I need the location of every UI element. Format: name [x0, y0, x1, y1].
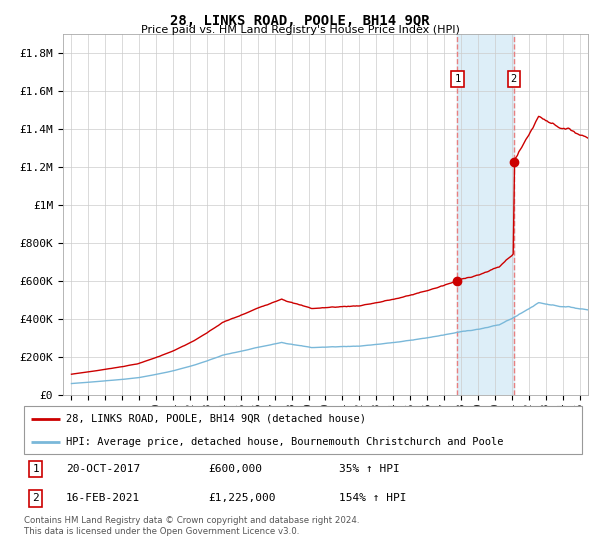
Text: 16-FEB-2021: 16-FEB-2021 — [66, 493, 140, 503]
Text: 1: 1 — [32, 464, 39, 474]
Text: 35% ↑ HPI: 35% ↑ HPI — [339, 464, 400, 474]
Text: 28, LINKS ROAD, POOLE, BH14 9QR (detached house): 28, LINKS ROAD, POOLE, BH14 9QR (detache… — [66, 414, 366, 424]
Text: £600,000: £600,000 — [208, 464, 262, 474]
Text: Price paid vs. HM Land Registry's House Price Index (HPI): Price paid vs. HM Land Registry's House … — [140, 25, 460, 35]
Text: 2: 2 — [511, 74, 517, 84]
Text: 1: 1 — [454, 74, 461, 84]
Text: HPI: Average price, detached house, Bournemouth Christchurch and Poole: HPI: Average price, detached house, Bour… — [66, 437, 503, 447]
Text: 28, LINKS ROAD, POOLE, BH14 9QR: 28, LINKS ROAD, POOLE, BH14 9QR — [170, 14, 430, 28]
Text: 20-OCT-2017: 20-OCT-2017 — [66, 464, 140, 474]
Text: Contains HM Land Registry data © Crown copyright and database right 2024.
This d: Contains HM Land Registry data © Crown c… — [24, 516, 359, 536]
Text: 154% ↑ HPI: 154% ↑ HPI — [339, 493, 407, 503]
Text: 2: 2 — [32, 493, 39, 503]
Bar — [457, 34, 514, 395]
Text: £1,225,000: £1,225,000 — [208, 493, 275, 503]
